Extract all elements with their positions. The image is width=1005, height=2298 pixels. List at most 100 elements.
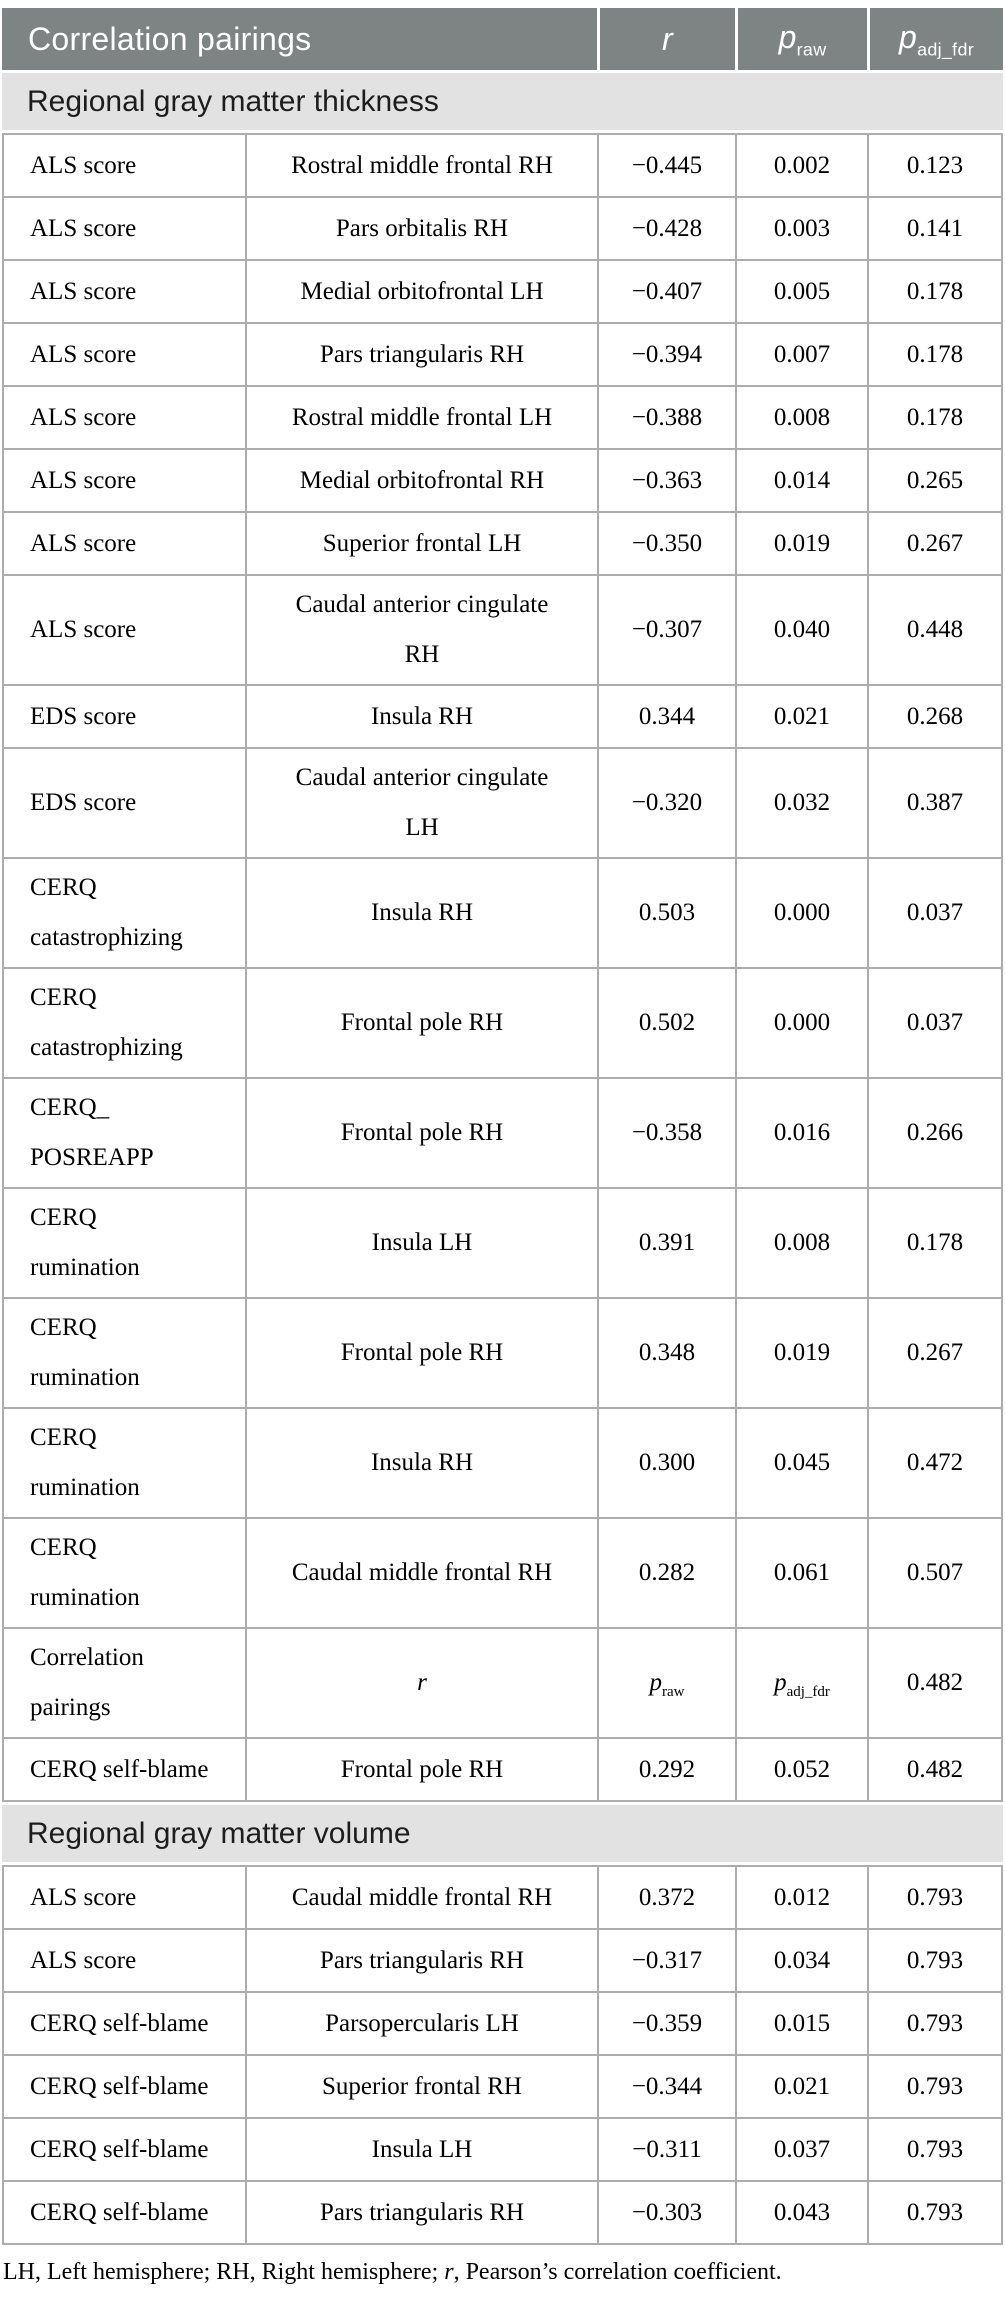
cell-p-raw: 0.015 (737, 1993, 869, 2054)
cell-text: ALS score (30, 616, 137, 643)
cell-pairing-a: Correlation pairings (4, 1629, 247, 1737)
cell-p-adj-fdr: 0.123 (869, 135, 1001, 196)
cell-text: Parsopercularis LH (325, 2009, 519, 2037)
table-row: CERQ self-blame Frontal pole RH 0.292 0.052… (4, 1739, 1001, 1802)
cell-p-adj-fdr: 0.793 (869, 2182, 1001, 2243)
cell-p-adj-fdr: 0.448 (869, 576, 1001, 684)
cell-text: Insula LH (371, 1229, 473, 1256)
cell-text: 0.012 (773, 1883, 831, 1911)
cell-text: 0.344 (638, 702, 696, 730)
table-row: CERQ catastrophizing Frontal pole RH 0.502… (4, 969, 1001, 1079)
footnote-text-1: LH, Left hemisphere; RH, Right hemispher… (3, 2259, 445, 2285)
cell-text: −0.311 (632, 2135, 702, 2163)
cell-text: −0.445 (631, 151, 703, 179)
table-header-row: Correlation pairings r praw padj_fdr (2, 8, 1003, 70)
cell-r: 0.502 (599, 969, 737, 1077)
cell-text: ALS score (30, 277, 137, 305)
cell-text: 0.267 (906, 529, 964, 557)
cell-text: −0.363 (631, 466, 703, 494)
cell-text: 0.282 (638, 1559, 696, 1586)
cell-text: 0.000 (773, 899, 831, 926)
cell-text: −0.394 (631, 340, 703, 368)
cell-pairing-a: CERQ self-blame (4, 2182, 247, 2243)
cell-pairing-b: Insula LH (247, 2119, 599, 2180)
cell-text: CERQ catastrophizing (30, 874, 183, 951)
cell-text: 0.019 (773, 529, 831, 557)
cell-p-adj-fdr: 0.387 (869, 749, 1001, 857)
table-row: ALS score Pars triangularis RH −0.317 0.034… (4, 1930, 1001, 1993)
cell-pairing-b: Insula RH (247, 859, 599, 967)
cell-text: 0.003 (773, 214, 831, 242)
cell-text: 0.472 (906, 1449, 964, 1476)
cell-pairing-b: Insula LH (247, 1189, 599, 1297)
cell-r: −0.363 (599, 450, 737, 511)
cell-text: 0.008 (773, 1229, 831, 1256)
cell-p-raw: 0.002 (737, 135, 869, 196)
header-cell-pairings: Correlation pairings (2, 8, 597, 70)
cell-pairing-a: ALS score (4, 1930, 247, 1991)
table-row: CERQ rumination Caudal middle frontal RH 0… (4, 1519, 1001, 1629)
cell-pairing-b: Frontal pole RH (247, 1739, 599, 1800)
cell-text: 0.178 (906, 277, 964, 305)
cell-text: 0.482 (906, 1755, 964, 1783)
cell-pairing-a: ALS score (4, 261, 247, 322)
cell-p-adj-fdr: 0.268 (869, 686, 1001, 747)
table-row: ALS score Caudal middle frontal RH 0.372 0.… (4, 1867, 1001, 1930)
cell-p-raw: 0.032 (737, 749, 869, 857)
cell-text: ALS score (30, 151, 137, 179)
cell-text: 0.178 (906, 403, 964, 431)
cell-text: Correlation pairings (30, 1644, 144, 1721)
cell-r: 0.282 (599, 1519, 737, 1627)
cell-text: Rostral middle frontal RH (291, 151, 553, 179)
cell-text: CERQ rumination (30, 1314, 140, 1391)
cell-text: −0.344 (631, 2072, 703, 2100)
cell-text: 0.503 (638, 899, 696, 926)
cell-text: −0.359 (631, 2009, 703, 2037)
cell-pairing-b: Pars orbitalis RH (247, 198, 599, 259)
cell-p-raw: 0.005 (737, 261, 869, 322)
cell-text: 0.014 (773, 466, 831, 494)
cell-r: −0.307 (599, 576, 737, 684)
cell-text: Rostral middle frontal LH (291, 403, 553, 431)
cell-text: EDS score (30, 702, 137, 730)
cell-text: EDS score (30, 789, 137, 816)
header-cell-p-adj-fdr: padj_fdr (867, 8, 1003, 70)
table-row: Correlation pairings r praw padj_fdr 0.482 (4, 1629, 1001, 1739)
table-row: CERQ self-blame Superior frontal RH −0.344… (4, 2056, 1001, 2119)
cell-pairing-a: CERQ rumination (4, 1189, 247, 1297)
cell-p-adj-fdr: 0.793 (869, 2056, 1001, 2117)
header-p-adj-subscript: adj_fdr (917, 39, 974, 60)
cell-text: 0.391 (638, 1229, 696, 1256)
table-row: CERQ self-blame Pars triangularis RH −0.30… (4, 2182, 1001, 2245)
cell-text: Frontal pole RH (340, 1755, 504, 1783)
cell-text: Insula LH (371, 2135, 473, 2163)
cell-text: −0.317 (631, 1946, 703, 1974)
cell-pairing-b: r (247, 1629, 599, 1737)
section-header: Regional gray matter thickness (2, 73, 1003, 130)
cell-pairing-a: CERQ catastrophizing (4, 859, 247, 967)
cell-p-raw: 0.061 (737, 1519, 869, 1627)
table-row: ALS score Medial orbitofrontal LH −0.407 0.… (4, 261, 1001, 324)
cell-r: −0.445 (599, 135, 737, 196)
cell-text: −0.358 (631, 1119, 703, 1146)
cell-text: 0.372 (638, 1883, 696, 1911)
cell-p-adj-fdr: 0.507 (869, 1519, 1001, 1627)
cell-text: ALS score (30, 466, 137, 494)
cell-r: −0.311 (599, 2119, 737, 2180)
cell-pairing-a: ALS score (4, 324, 247, 385)
cell-p-adj-fdr: 0.793 (869, 2119, 1001, 2180)
cell-p-adj-fdr: 0.178 (869, 261, 1001, 322)
cell-text: CERQ self-blame (30, 1755, 209, 1783)
cell-pairing-a: CERQ catastrophizing (4, 969, 247, 1077)
cell-text: 0.793 (906, 2198, 964, 2226)
cell-text: 0.045 (773, 1449, 831, 1476)
cell-text: 0.037 (906, 899, 964, 926)
cell-subscript: raw (662, 1684, 685, 1700)
cell-r: 0.348 (599, 1299, 737, 1407)
cell-text: CERQ self-blame (30, 2072, 209, 2100)
cell-text: 0.037 (773, 2135, 831, 2163)
cell-text: 0.793 (906, 2009, 964, 2037)
cell-r: 0.344 (599, 686, 737, 747)
cell-pairing-a: CERQ self-blame (4, 2056, 247, 2117)
cell-text: −0.388 (631, 403, 703, 431)
